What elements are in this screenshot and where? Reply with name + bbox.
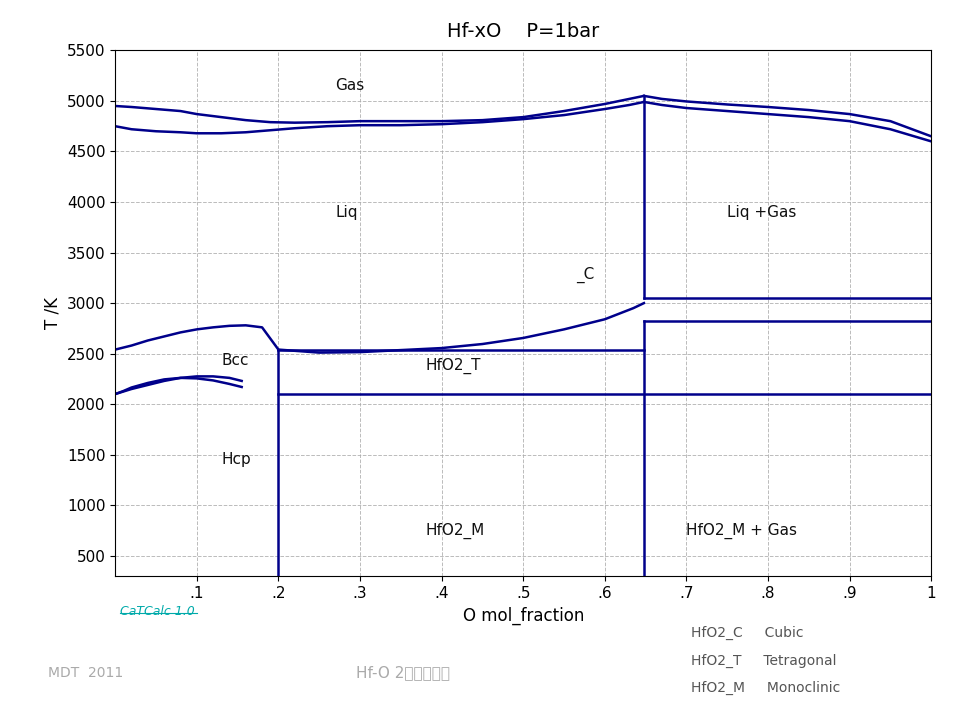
Text: Hcp: Hcp bbox=[221, 452, 251, 467]
Text: MDT  2011: MDT 2011 bbox=[48, 666, 123, 680]
Text: HfO2_M     Monoclinic: HfO2_M Monoclinic bbox=[691, 681, 840, 695]
Text: HfO2_M: HfO2_M bbox=[425, 523, 485, 539]
Text: Bcc: Bcc bbox=[221, 354, 249, 368]
Text: HfO2_T: HfO2_T bbox=[425, 358, 481, 374]
Text: Gas: Gas bbox=[336, 78, 365, 94]
Text: Hf-O 2元系状態図: Hf-O 2元系状態図 bbox=[356, 665, 450, 680]
Text: HfO2_T     Tetragonal: HfO2_T Tetragonal bbox=[691, 654, 837, 667]
Text: Liq +Gas: Liq +Gas bbox=[728, 204, 797, 220]
X-axis label: O mol_fraction: O mol_fraction bbox=[463, 606, 584, 624]
Text: Liq: Liq bbox=[336, 204, 358, 220]
Text: CaTCalc 1.0: CaTCalc 1.0 bbox=[120, 605, 195, 618]
Text: _C: _C bbox=[576, 266, 594, 283]
Title: Hf-xO    P=1bar: Hf-xO P=1bar bbox=[447, 22, 599, 40]
Text: HfO2_M + Gas: HfO2_M + Gas bbox=[686, 523, 798, 539]
Y-axis label: T /K: T /K bbox=[43, 297, 61, 329]
Text: HfO2_C     Cubic: HfO2_C Cubic bbox=[691, 626, 804, 640]
